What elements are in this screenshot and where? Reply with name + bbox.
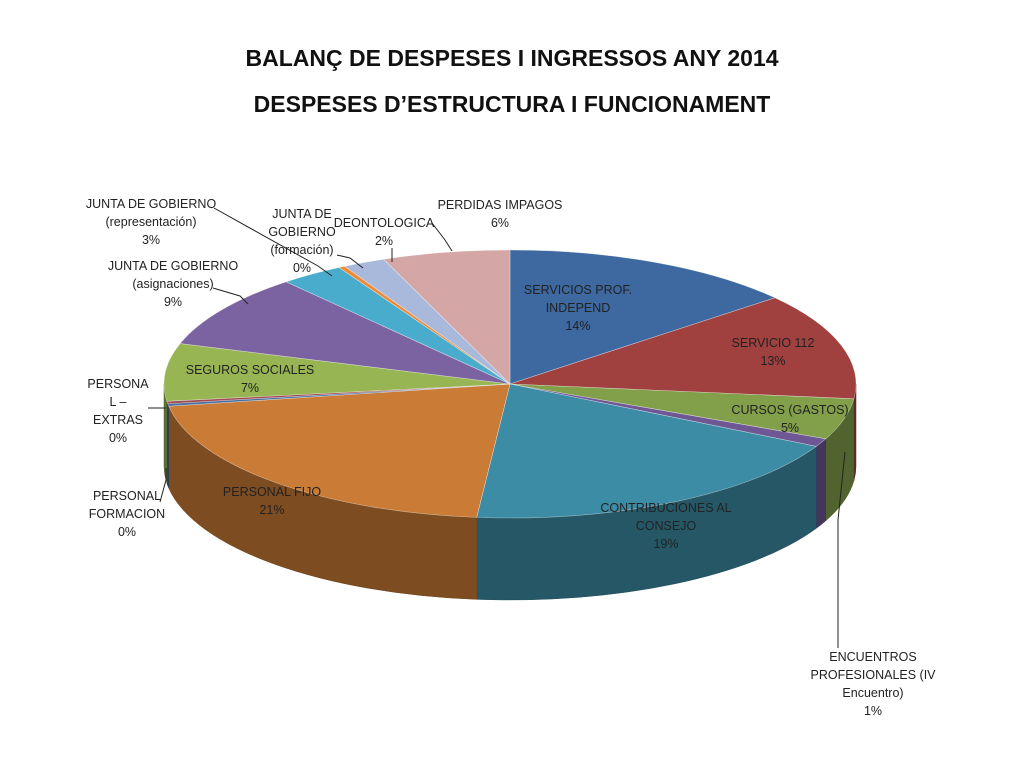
slice-percent-label: 7% [241,381,259,395]
slice-label-10: JUNTA DE GOBIERNO (representación) 3% [86,197,217,247]
slice-percent-label: 0% [293,261,311,275]
slice-name-label: PERSONAL FIJO [223,485,321,499]
slice-label-4: CONTRIBUCIONES AL CONSEJO 19% [600,501,731,551]
slice-top-0 [509,249,776,385]
slice-percent-label: 19% [653,537,678,551]
slice-percent-label: 6% [491,216,509,230]
leader-line-3 [837,451,846,648]
slice-top-9 [179,281,511,385]
slice-percent-label: 21% [259,503,284,517]
slice-label-2: CURSOS (GASTOS) 5% [731,403,848,435]
slice-name-label: PROFESIONALES (IV [810,668,936,682]
slice-percent-label: 2% [375,234,393,248]
slice-top-13 [383,249,511,385]
slice-name-label: JUNTA DE GOBIERNO [86,197,217,211]
slice-label-12: DEONTOLOGICA 2% [334,216,435,248]
slice-percent-label: 5% [781,421,799,435]
slice-name-label: EXTRAS [93,413,143,427]
slice-name-label: FORMACION [89,507,165,521]
slice-name-label: SEGUROS SOCIALES [186,363,315,377]
slice-name-label: (formación) [270,243,333,257]
chart-title: BALANÇ DE DESPESES I INGRESSOS ANY 2014 [245,45,779,71]
slice-label-8: SEGUROS SOCIALES 7% [186,363,315,395]
pie-slices [163,249,857,519]
slice-name-label: JUNTA DE [272,207,332,221]
slice-labels: SERVICIOS PROF. INDEPEND 14% SERVICIO 112 13… [86,197,936,718]
slice-label-3: ENCUENTROS PROFESIONALES (IV Encuentro) 1% [810,650,936,718]
slice-name-label: PERDIDAS IMPAGOS [438,198,563,212]
slice-name-label: L – [110,395,127,409]
leader-line-10 [213,207,333,277]
slice-label-0: SERVICIOS PROF. INDEPEND 14% [524,283,632,333]
slice-top-5 [168,383,511,518]
slice-percent-label: 9% [164,295,182,309]
slice-label-6: PERSONAL FORMACION 0% [89,489,165,539]
slice-percent-label: 13% [760,354,785,368]
slice-name-label: (representación) [105,215,196,229]
slice-name-label: PERSONAL [93,489,161,503]
leader-line-13 [431,222,453,252]
slice-name-label: PERSONA [87,377,149,391]
slice-percent-label: 1% [864,704,882,718]
slice-name-label: CURSOS (GASTOS) [731,403,848,417]
slice-name-label: SERVICIO 112 [732,336,815,350]
slice-label-1: SERVICIO 112 13% [732,336,815,368]
slice-percent-label: 0% [109,431,127,445]
slice-name-label: INDEPEND [546,301,611,315]
leader-lines [148,207,846,648]
slice-name-label: DEONTOLOGICA [334,216,435,230]
slice-percent-label: 3% [142,233,160,247]
slice-label-9: JUNTA DE GOBIERNO (asignaciones) 9% [108,259,239,309]
slice-name-label: JUNTA DE GOBIERNO [108,259,239,273]
slice-side-3 [815,438,826,529]
slice-name-label: (asignaciones) [132,277,213,291]
leader-line-11 [336,254,364,269]
slice-percent-label: 14% [565,319,590,333]
slice-label-13: PERDIDAS IMPAGOS 6% [438,198,563,230]
slice-name-label: GOBIERNO [268,225,336,239]
chart-subtitle: DESPESES D’ESTRUCTURA I FUNCIONAMENT [253,91,771,117]
slice-top-4 [476,383,817,519]
slice-top-8 [163,343,511,402]
slice-name-label: SERVICIOS PROF. [524,283,632,297]
leader-line-6 [159,468,167,503]
pie-sides [163,383,857,601]
slice-label-11: JUNTA DE GOBIERNO (formación) 0% [268,207,336,275]
slice-label-5: PERSONAL FIJO 21% [223,485,321,517]
slice-name-label: Encuentro) [842,686,903,700]
slice-percent-label: 0% [118,525,136,539]
slice-label-7: PERSONA L – EXTRAS 0% [87,377,149,445]
slice-name-label: CONTRIBUCIONES AL [600,501,731,515]
slice-name-label: ENCUENTROS [829,650,917,664]
slice-top-1 [509,297,857,400]
slice-name-label: CONSEJO [636,519,697,533]
leader-line-9 [212,287,249,305]
